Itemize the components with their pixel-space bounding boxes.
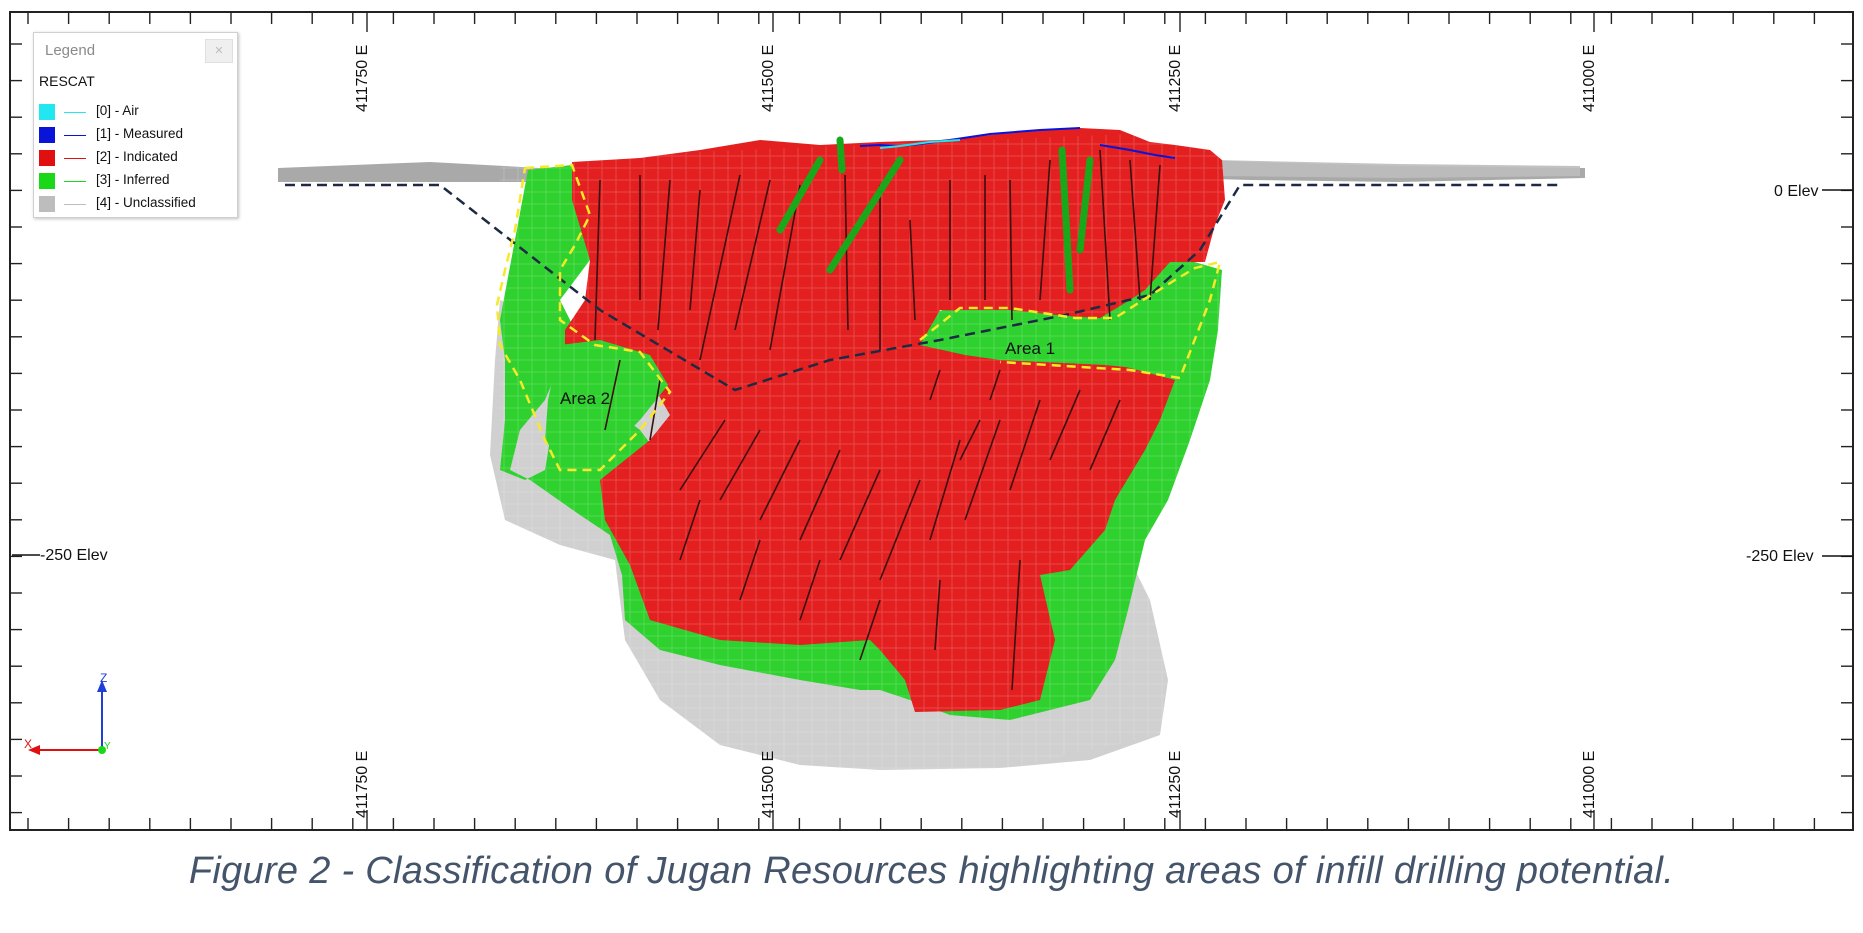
drillhole-trace xyxy=(594,179,601,341)
elevation-ticks xyxy=(12,189,1853,557)
top-easting-labels: 411750 E 411500 E 411250 E 411000 E xyxy=(354,45,1598,112)
area1-label: Area 1 xyxy=(1005,339,1055,358)
drillhole-trace xyxy=(879,479,921,581)
drillhole-trace xyxy=(959,419,981,461)
bottom-easting-labels: 411750 E 411500 E 411250 E 411000 E xyxy=(354,751,1598,818)
drillhole-trace xyxy=(734,179,771,331)
bottom-easting-label: 411000 E xyxy=(1581,751,1598,818)
bottom-easting-label: 411500 E xyxy=(760,751,777,818)
legend-label: [2] - Indicated xyxy=(96,149,178,164)
legend-close-button[interactable]: ✕ xyxy=(205,39,233,63)
drillhole-trace xyxy=(859,599,881,661)
legend-label: [1] - Measured xyxy=(96,126,184,141)
drillhole-trace xyxy=(1099,149,1111,321)
drillhole-trace xyxy=(799,449,841,541)
drillhole-trace xyxy=(934,579,941,651)
legend-swatch xyxy=(39,173,55,189)
top-easting-label: 411750 E xyxy=(354,45,371,112)
drillhole-trace xyxy=(1039,159,1051,301)
legend-line-sample xyxy=(64,135,86,136)
legend-field-name: RESCAT xyxy=(39,73,95,89)
triad-y-label: Y xyxy=(104,741,111,752)
legend-item: [3] - Inferred xyxy=(39,171,234,191)
block-model-grid xyxy=(500,130,1225,770)
legend-swatch xyxy=(39,104,55,120)
drillhole-trace xyxy=(839,469,881,561)
top-easting-label: 411500 E xyxy=(760,45,777,112)
infill-area-outlines xyxy=(495,163,1222,472)
cross-section-view: 411750 E 411500 E 411250 E 411000 E 4117… xyxy=(9,11,1854,831)
drillhole-trace xyxy=(929,369,941,401)
figure-caption: Figure 2 - Classification of Jugan Resou… xyxy=(188,850,1675,892)
bottom-easting-label: 411750 E xyxy=(354,751,371,818)
elev-right-label: -250 Elev xyxy=(1746,548,1814,565)
drillhole-trace xyxy=(679,419,726,491)
drillhole-trace xyxy=(1011,559,1021,691)
pit-shell-outline xyxy=(285,183,1560,392)
area2-label: Area 2 xyxy=(560,389,610,408)
elev-right-label: 0 Elev xyxy=(1774,183,1818,200)
drillhole-trace xyxy=(719,429,761,501)
drillhole-trace xyxy=(799,559,821,621)
drillhole-trace xyxy=(844,174,849,331)
drillhole-trace xyxy=(739,539,761,601)
drillhole-traces xyxy=(594,149,1161,691)
top-easting-label: 411250 E xyxy=(1167,45,1184,112)
legend-line-sample xyxy=(64,181,86,182)
drillhole-trace xyxy=(1049,389,1081,461)
drillhole-trace xyxy=(604,359,621,431)
drillhole-trace xyxy=(657,179,671,331)
drillhole-trace xyxy=(649,379,661,441)
legend-item: [1] - Measured xyxy=(39,125,234,145)
legend-line-sample xyxy=(64,158,86,159)
drillhole-trace xyxy=(1009,399,1041,491)
legend-line-sample xyxy=(64,204,86,205)
legend-item: [0] - Air xyxy=(39,102,234,122)
drillhole-trace xyxy=(909,219,916,321)
drillhole-trace xyxy=(989,369,1001,401)
legend-item: [4] - Unclassified xyxy=(39,194,234,214)
frame-ticks xyxy=(10,12,1853,830)
elevation-labels: -250 Elev 0 Elev -250 Elev xyxy=(40,183,1818,565)
surface-measured-samples xyxy=(859,127,1176,159)
inferred-drillholes xyxy=(776,136,1094,294)
triad-x-label: X xyxy=(24,737,32,751)
legend-label: [0] - Air xyxy=(96,103,139,118)
drillhole-trace xyxy=(689,189,701,311)
legend-swatch xyxy=(39,150,55,166)
legend-label: [4] - Unclassified xyxy=(96,195,196,210)
drillhole-trace xyxy=(964,419,1001,521)
bottom-easting-label: 411250 E xyxy=(1167,751,1184,818)
top-easting-label: 411000 E xyxy=(1581,45,1598,112)
drillhole-trace xyxy=(1149,164,1161,301)
legend-line-sample xyxy=(64,112,86,113)
drillhole-trace xyxy=(759,439,801,521)
legend-label: [3] - Inferred xyxy=(96,172,170,187)
drillhole-trace xyxy=(1089,399,1121,471)
triad-z-label: Z xyxy=(100,671,107,685)
drillhole-trace xyxy=(679,499,701,561)
drillhole-trace xyxy=(769,184,801,351)
legend-title: Legend xyxy=(45,42,96,59)
legend-panel[interactable]: Legend ✕ RESCAT [0] - Air [1] - Measured [… xyxy=(33,32,238,218)
legend-item: [2] - Indicated xyxy=(39,148,234,168)
drillhole-trace xyxy=(1129,159,1141,301)
elev-left-label: -250 Elev xyxy=(40,547,108,564)
legend-swatch xyxy=(39,196,55,212)
legend-swatch xyxy=(39,127,55,143)
drillhole-trace xyxy=(929,439,961,541)
drillhole-trace xyxy=(1009,179,1013,321)
axis-triad: Z X Y xyxy=(24,671,111,755)
drillhole-trace xyxy=(699,174,741,361)
